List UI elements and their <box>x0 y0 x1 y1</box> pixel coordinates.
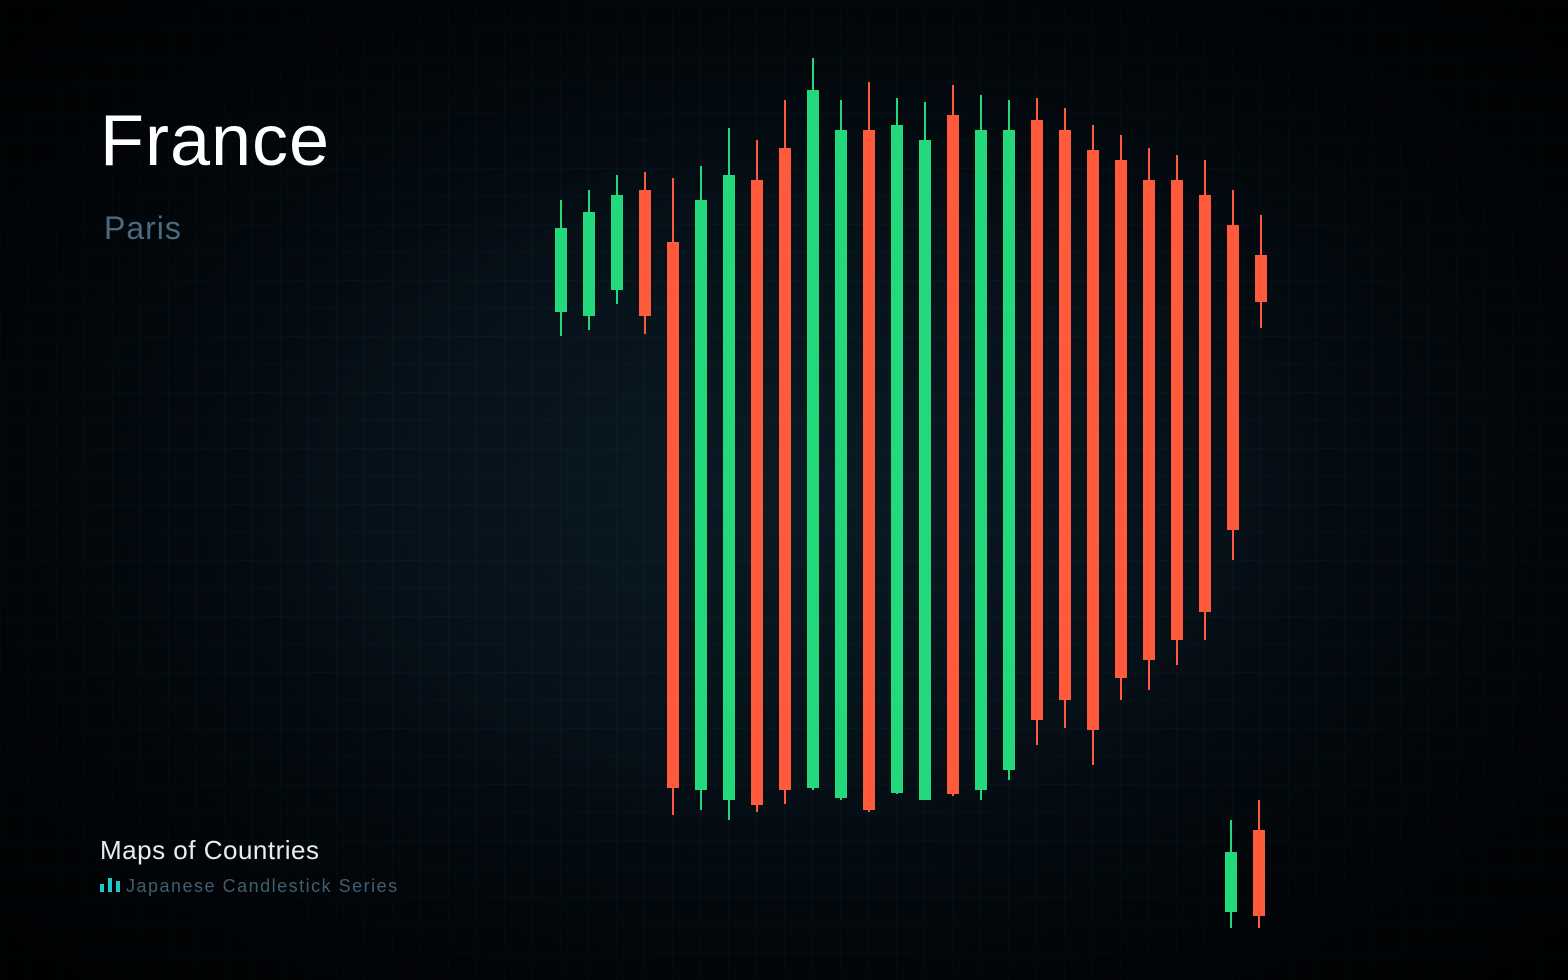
country-title: France <box>100 100 330 182</box>
candlestick <box>723 0 735 980</box>
capital-subtitle: Paris <box>104 210 182 247</box>
candlestick <box>919 0 931 980</box>
candlestick <box>639 0 651 980</box>
candlestick <box>779 0 791 980</box>
candlestick <box>1003 0 1015 980</box>
legend-bars-icon <box>100 878 120 892</box>
candlestick <box>555 0 567 980</box>
candlestick <box>1115 0 1127 980</box>
candlestick <box>1225 0 1237 980</box>
candlestick <box>1059 0 1071 980</box>
candlestick <box>835 0 847 980</box>
series-title: Maps of Countries <box>100 835 319 866</box>
candlestick <box>975 0 987 980</box>
candlestick <box>1143 0 1155 980</box>
candlestick <box>863 0 875 980</box>
candlestick <box>891 0 903 980</box>
candlestick <box>947 0 959 980</box>
candlestick <box>1253 0 1265 980</box>
candlestick <box>1199 0 1211 980</box>
series-subtitle: Japanese Candlestick Series <box>126 876 399 897</box>
candlestick <box>667 0 679 980</box>
candlestick <box>751 0 763 980</box>
candlestick <box>583 0 595 980</box>
candlestick <box>1087 0 1099 980</box>
candlestick <box>1171 0 1183 980</box>
candlestick <box>695 0 707 980</box>
candlestick <box>611 0 623 980</box>
candlestick <box>1031 0 1043 980</box>
candlestick <box>807 0 819 980</box>
